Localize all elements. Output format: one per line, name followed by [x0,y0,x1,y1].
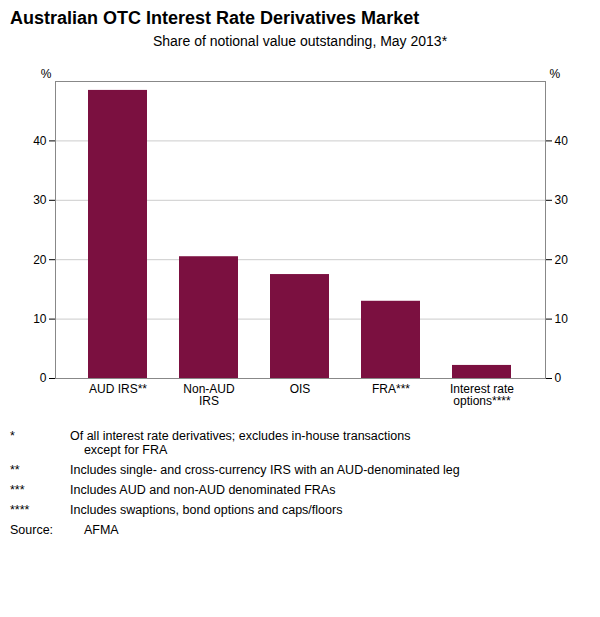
html-text:AFMA: AFMA [70,523,119,537]
svg-text:AUD IRS**: AUD IRS** [89,382,147,396]
svg-text:0: 0 [40,371,47,385]
html-text:Source:: Source: [10,523,54,537]
html-text:Australian OTC Interest Rate D: Australian OTC Interest Rate Derivatives… [10,8,420,28]
svg-text:FRA***: FRA*** [372,382,410,396]
svg-text:0: 0 [555,371,562,385]
svg-text:%: % [550,67,561,81]
svg-text:20: 20 [555,253,569,267]
svg-text:10: 10 [33,312,47,326]
svg-text:Non-AUDIRS: Non-AUDIRS [183,382,235,408]
svg-text:OIS: OIS [290,382,311,396]
svg-text:40: 40 [555,134,569,148]
svg-text:30: 30 [555,193,569,207]
svg-text:Interest rateoptions****: Interest rateoptions**** [450,382,514,408]
svg-text:20: 20 [33,253,47,267]
svg-text:10: 10 [555,312,569,326]
html-text:Includes swaptions, bond optio: Includes swaptions, bond options and cap… [70,503,343,517]
html-text:Of all interest rate derivativ: Of all interest rate derivatives; exclud… [70,429,411,457]
html-text:Includes single- and cross-cur: Includes single- and cross-currency IRS … [70,463,460,477]
html-text:Includes AUD and non-AUD denom: Includes AUD and non-AUD denominated FRA… [70,483,336,497]
svg-text:40: 40 [33,134,47,148]
svg-text:30: 30 [33,193,47,207]
html-text:Share of notional value outsta: Share of notional value outstanding, May… [152,33,448,49]
svg-text:%: % [41,67,52,81]
